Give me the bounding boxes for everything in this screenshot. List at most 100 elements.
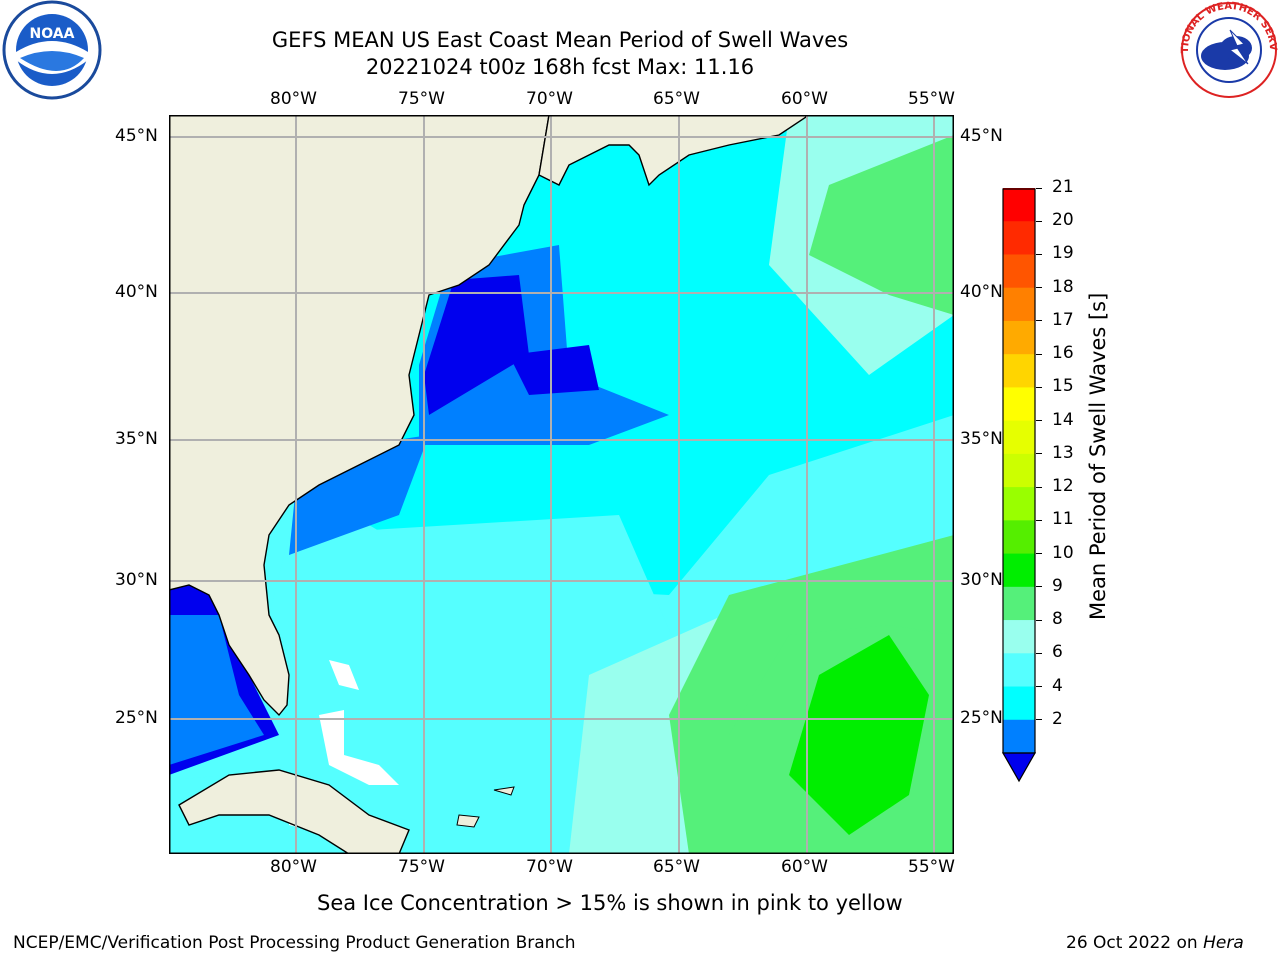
colorbar-tick-label: 17: [1052, 309, 1074, 330]
lon-label-bottom-80w: 80°W: [270, 857, 317, 877]
colorbar-tick-mark: [1036, 586, 1042, 588]
gulf-blue: [169, 615, 264, 765]
colorbar-bin-6: [1003, 387, 1035, 422]
lon-label-bottom-60w: 60°W: [781, 857, 828, 877]
colorbar-bin-14: [1003, 653, 1035, 688]
colorbar-tick-mark: [1036, 287, 1042, 289]
deep-blue-region-north: [424, 275, 529, 415]
colorbar-tick-label: 14: [1052, 409, 1074, 430]
colorbar-tick-mark: [1036, 686, 1042, 688]
deep-blue-patch: [509, 345, 599, 395]
colorbar-tick-label: 15: [1052, 376, 1074, 397]
colorbar-bin-11: [1003, 553, 1035, 588]
lon-label-bottom-75w: 75°W: [398, 857, 445, 877]
colorbar-bin-3: [1003, 287, 1035, 322]
colorbar-tick-label: 13: [1052, 442, 1074, 463]
lat-label-left-25n: 25°N: [115, 708, 158, 728]
colorbar-tick-label: 9: [1052, 575, 1063, 596]
colorbar-tick-label: 20: [1052, 210, 1074, 231]
lon-label-top-55w: 55°W: [908, 89, 955, 109]
noaa-logo-text: NOAA: [30, 26, 75, 42]
colorbar-bin-15: [1003, 686, 1035, 721]
colorbar-bin-13: [1003, 620, 1035, 654]
colorbar-tick-label: 11: [1052, 509, 1074, 530]
map-svg: [168, 114, 954, 855]
lat-label-left-30n: 30°N: [115, 570, 158, 590]
colorbar-tick-label: 2: [1052, 708, 1063, 729]
colorbar-tick-mark: [1036, 353, 1042, 355]
sea-ice-note: Sea Ice Concentration > 15% is shown in …: [317, 891, 903, 915]
colorbar-tick-label: 21: [1052, 177, 1074, 197]
lon-label-bottom-70w: 70°W: [526, 857, 573, 877]
colorbar-tick-label: 10: [1052, 542, 1074, 563]
lon-label-top-70w: 70°W: [526, 89, 573, 109]
lat-label-left-35n: 35°N: [115, 429, 158, 449]
colorbar-tick-label: 12: [1052, 476, 1074, 497]
lon-label-top-65w: 65°W: [653, 89, 700, 109]
lat-label-right-30n: 30°N: [960, 570, 1003, 590]
colorbar-tick-mark: [1036, 519, 1042, 521]
noaa-logo: NOAA: [0, 0, 104, 104]
lon-label-bottom-65w: 65°W: [653, 857, 700, 877]
lon-label-bottom-55w: 55°W: [908, 857, 955, 877]
colorbar-bin-1: [1003, 221, 1035, 255]
land-north-america: [168, 114, 550, 717]
colorbar-tick-mark: [1036, 619, 1042, 621]
nws-logo: NATIONAL WEATHER SERVICE: [1174, 0, 1280, 102]
map-panel: [168, 114, 954, 855]
land-island-2: [493, 786, 515, 796]
footer-date: 26 Oct 2022 on Hera: [1066, 933, 1244, 953]
map-title-line2: 20221024 t00z 168h fcst Max: 11.16: [365, 55, 755, 79]
lat-label-right-40n: 40°N: [960, 282, 1003, 302]
lat-label-left-45n: 45°N: [115, 126, 158, 146]
colorbar-bin-2: [1003, 254, 1035, 289]
colorbar-bin-5: [1003, 354, 1035, 388]
land-island-1: [456, 814, 480, 828]
lat-label-right-25n: 25°N: [960, 708, 1003, 728]
green-region-north: [809, 135, 954, 315]
map-frame: [169, 115, 954, 854]
colorbar-tick-mark: [1036, 553, 1042, 555]
colorbar-tick-mark: [1036, 187, 1042, 189]
graticule: [169, 115, 954, 854]
colorbar-tick-mark: [1036, 453, 1042, 455]
colorbar-tick-label: 4: [1052, 675, 1063, 696]
footer-date-text: 26 Oct 2022 on: [1066, 933, 1204, 953]
footer-host: Hera: [1203, 933, 1244, 953]
lat-label-right-35n: 35°N: [960, 429, 1003, 449]
lat-label-right-45n: 45°N: [960, 126, 1003, 146]
colorbar-bin-10: [1003, 520, 1035, 555]
colorbar-bin-16: [1003, 719, 1035, 754]
colorbar-tick-label: 18: [1052, 276, 1074, 297]
colorbar-tick-mark: [1036, 320, 1042, 322]
colorbar-bin-0: [1003, 188, 1035, 222]
colorbar-bin-8: [1003, 453, 1035, 488]
colorbar-label: Mean Period of Swell Waves [s]: [1086, 292, 1110, 620]
bright-green-patch: [789, 635, 929, 835]
colorbar-under-arrow: [1001, 752, 1037, 783]
bahamas-white-2: [329, 660, 359, 690]
colorbar-svg: [1001, 188, 1037, 783]
colorbar-bin-7: [1003, 420, 1035, 455]
bahamas-white: [319, 710, 399, 785]
map-title-line1: GEFS MEAN US East Coast Mean Period of S…: [271, 28, 849, 52]
colorbar-tick-mark: [1036, 719, 1042, 721]
colorbar-tick-mark: [1036, 220, 1042, 222]
colorbar-tick-label: 16: [1052, 343, 1074, 364]
colorbar: [1001, 188, 1037, 783]
lon-label-top-60w: 60°W: [781, 89, 828, 109]
colorbar-tick-mark: [1036, 420, 1042, 422]
lon-label-top-80w: 80°W: [270, 89, 317, 109]
colorbar-tick-mark: [1036, 652, 1042, 654]
colorbar-tick-mark: [1036, 253, 1042, 255]
colorbar-bin-12: [1003, 586, 1035, 621]
lon-label-top-75w: 75°W: [398, 89, 445, 109]
colorbar-tick-label: 6: [1052, 642, 1063, 663]
colorbar-tick-label: 19: [1052, 243, 1074, 264]
colorbar-bin-4: [1003, 320, 1035, 355]
land-canada-maritimes: [538, 114, 812, 187]
colorbar-frame: [1002, 188, 1036, 754]
colorbar-bin-9: [1003, 487, 1035, 521]
colorbar-tick-label: 8: [1052, 609, 1063, 630]
colorbar-tick-mark: [1036, 486, 1042, 488]
